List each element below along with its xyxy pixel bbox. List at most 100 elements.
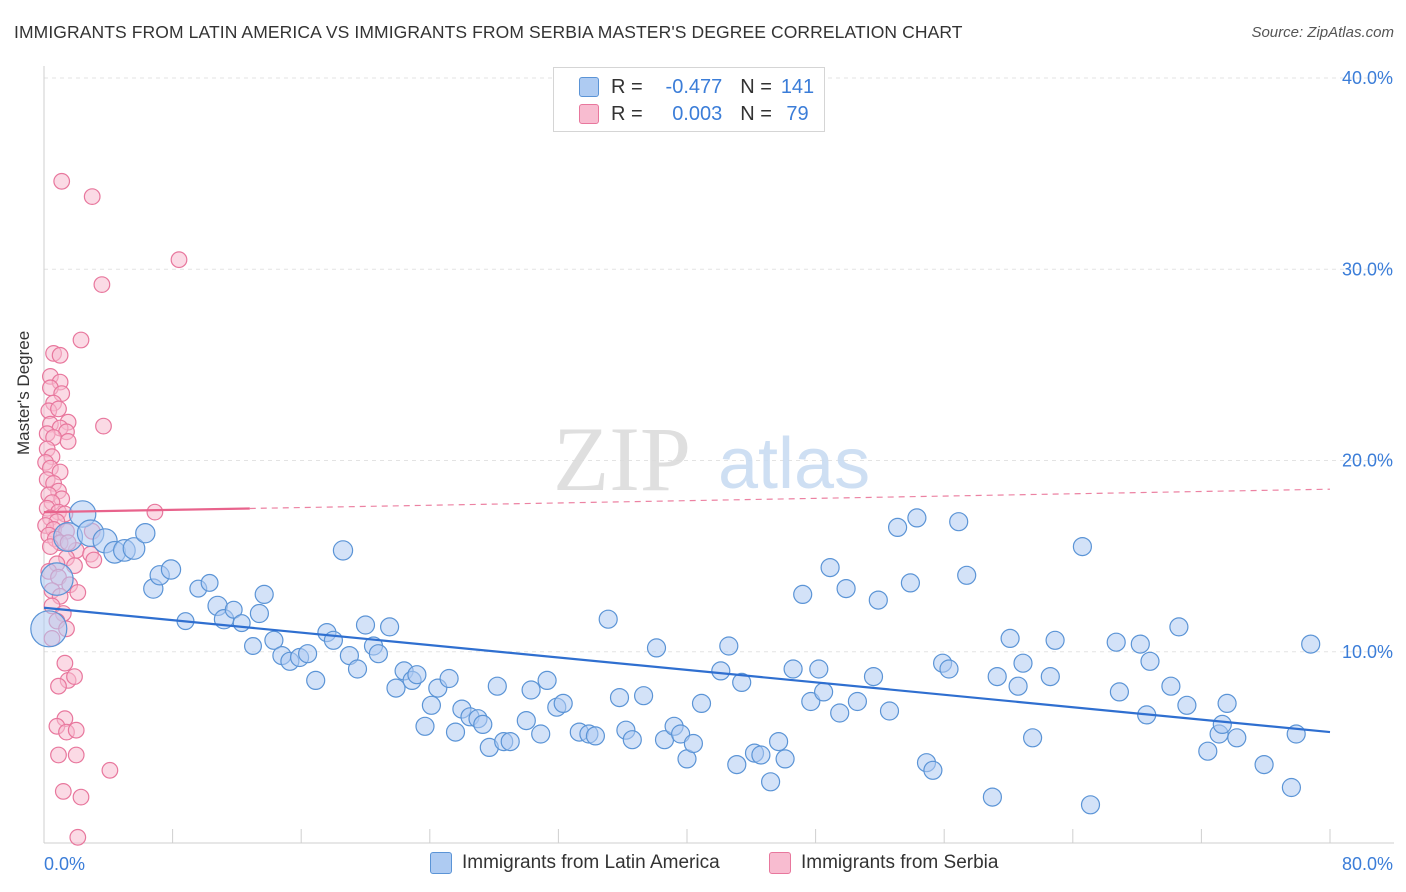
n-value-latin-america: 141 (780, 75, 815, 98)
latin-america-point (368, 644, 388, 664)
trend-line-serbia-solid (43, 507, 250, 514)
serbia-point (66, 668, 83, 685)
latin-america-point (1301, 634, 1321, 654)
latin-america-point (732, 672, 752, 693)
serbia-point (51, 346, 69, 364)
blue-swatch (430, 852, 452, 874)
latin-america-point (386, 678, 406, 698)
latin-america-point (1227, 728, 1247, 748)
latin-america-point (598, 609, 618, 629)
y-tick-label: 10.0% (1342, 642, 1393, 662)
latin-america-point (836, 578, 856, 599)
latin-america-point (820, 557, 840, 578)
latin-america-point (1000, 628, 1020, 649)
latin-america-point (1169, 617, 1189, 637)
latin-america-point (1161, 676, 1181, 696)
chart-title: IMMIGRANTS FROM LATIN AMERICA VS IMMIGRA… (14, 22, 963, 42)
source-note: Source: ZipAtlas.com (1251, 24, 1394, 41)
tick-labels: 10.0% 20.0% 30.0% 40.0% 0.0% 80.0% (44, 68, 1393, 874)
latin-america-point (531, 724, 551, 744)
n-label: N = (740, 102, 772, 125)
watermark-zip: ZIP (553, 408, 691, 510)
latin-america-point (760, 772, 781, 792)
latin-america-point (585, 726, 606, 746)
serbia-point (69, 584, 87, 601)
y-tick-label: 20.0% (1342, 451, 1393, 471)
latin-america-point (160, 559, 182, 580)
latin-america-point (1080, 795, 1101, 815)
trend-line-latin-america (43, 606, 1331, 734)
latin-america-point (801, 691, 821, 712)
latin-america-point (473, 714, 493, 735)
serbia-point (50, 746, 67, 764)
latin-america-point (244, 636, 263, 655)
trend-lines (43, 488, 1331, 734)
latin-america-point (987, 666, 1007, 687)
latin-america-point (775, 749, 795, 769)
serbia-point (59, 433, 77, 450)
latin-america-point (1281, 777, 1302, 798)
serbia-point (67, 721, 85, 739)
latin-america-point (949, 512, 969, 532)
n-label: N = (740, 75, 772, 98)
latin-america-point (670, 724, 691, 744)
latin-america-point (254, 584, 274, 605)
latin-america-point (135, 523, 156, 544)
latin-america-point (500, 731, 520, 752)
serbia-point (50, 677, 67, 695)
grid-lines (44, 77, 1394, 653)
y-axis-label: Master's Degree (14, 330, 33, 455)
latin-america-point (1008, 676, 1028, 696)
latin-america-points (30, 500, 1321, 815)
latin-america-point (445, 722, 466, 742)
r-label: R = (611, 102, 643, 125)
latin-america-point (1022, 728, 1043, 748)
latin-america-point (487, 676, 507, 696)
latin-america-point (830, 703, 850, 723)
watermark-atlas: atlas (718, 424, 870, 504)
trend-line-serbia-dashed (249, 488, 1331, 510)
latin-america-point (264, 630, 284, 650)
serbia-point (101, 761, 119, 779)
latin-america-point (332, 540, 354, 561)
latin-america-point (1177, 695, 1197, 715)
serbia-point (69, 828, 87, 846)
latin-america-point (719, 636, 739, 656)
latin-america-point (863, 666, 884, 687)
x-tick-label-max: 80.0% (1342, 854, 1393, 874)
latin-america-point (939, 659, 959, 679)
latin-america-point (122, 537, 146, 560)
latin-america-point (957, 565, 977, 585)
latin-america-point (1198, 741, 1218, 761)
latin-america-point (323, 630, 343, 650)
y-tick-label: 30.0% (1342, 259, 1393, 279)
latin-america-point (30, 610, 68, 648)
latin-america-point (1040, 666, 1060, 687)
latin-america-point (1217, 693, 1237, 714)
serbia-point (85, 551, 103, 569)
r-value-serbia: 0.003 (672, 102, 723, 125)
latin-america-point (900, 573, 921, 593)
latin-america-point (768, 731, 789, 752)
watermark: ZIP atlas (553, 408, 870, 510)
r-value-latin-america: -0.477 (665, 75, 723, 98)
latin-america-point (224, 600, 243, 619)
latin-america-point (1140, 651, 1160, 671)
latin-america-point (1212, 714, 1232, 735)
blue-swatch (579, 77, 599, 97)
latin-america-point (200, 573, 219, 592)
latin-america-point (1109, 682, 1130, 702)
serbia-point (56, 654, 74, 672)
latin-america-point (646, 638, 667, 658)
serbia-point (93, 276, 111, 294)
legend-item-latin-america: Immigrants from Latin America (430, 852, 720, 874)
serbia-point (72, 788, 90, 806)
latin-america-point (1072, 536, 1093, 557)
latin-america-point (923, 760, 943, 780)
serbia-point (146, 503, 164, 521)
legend-label-serbia: Immigrants from Serbia (801, 852, 999, 873)
latin-america-point (415, 716, 435, 736)
latin-america-point (847, 691, 868, 712)
latin-america-point (232, 614, 251, 633)
latin-america-point (683, 733, 704, 754)
